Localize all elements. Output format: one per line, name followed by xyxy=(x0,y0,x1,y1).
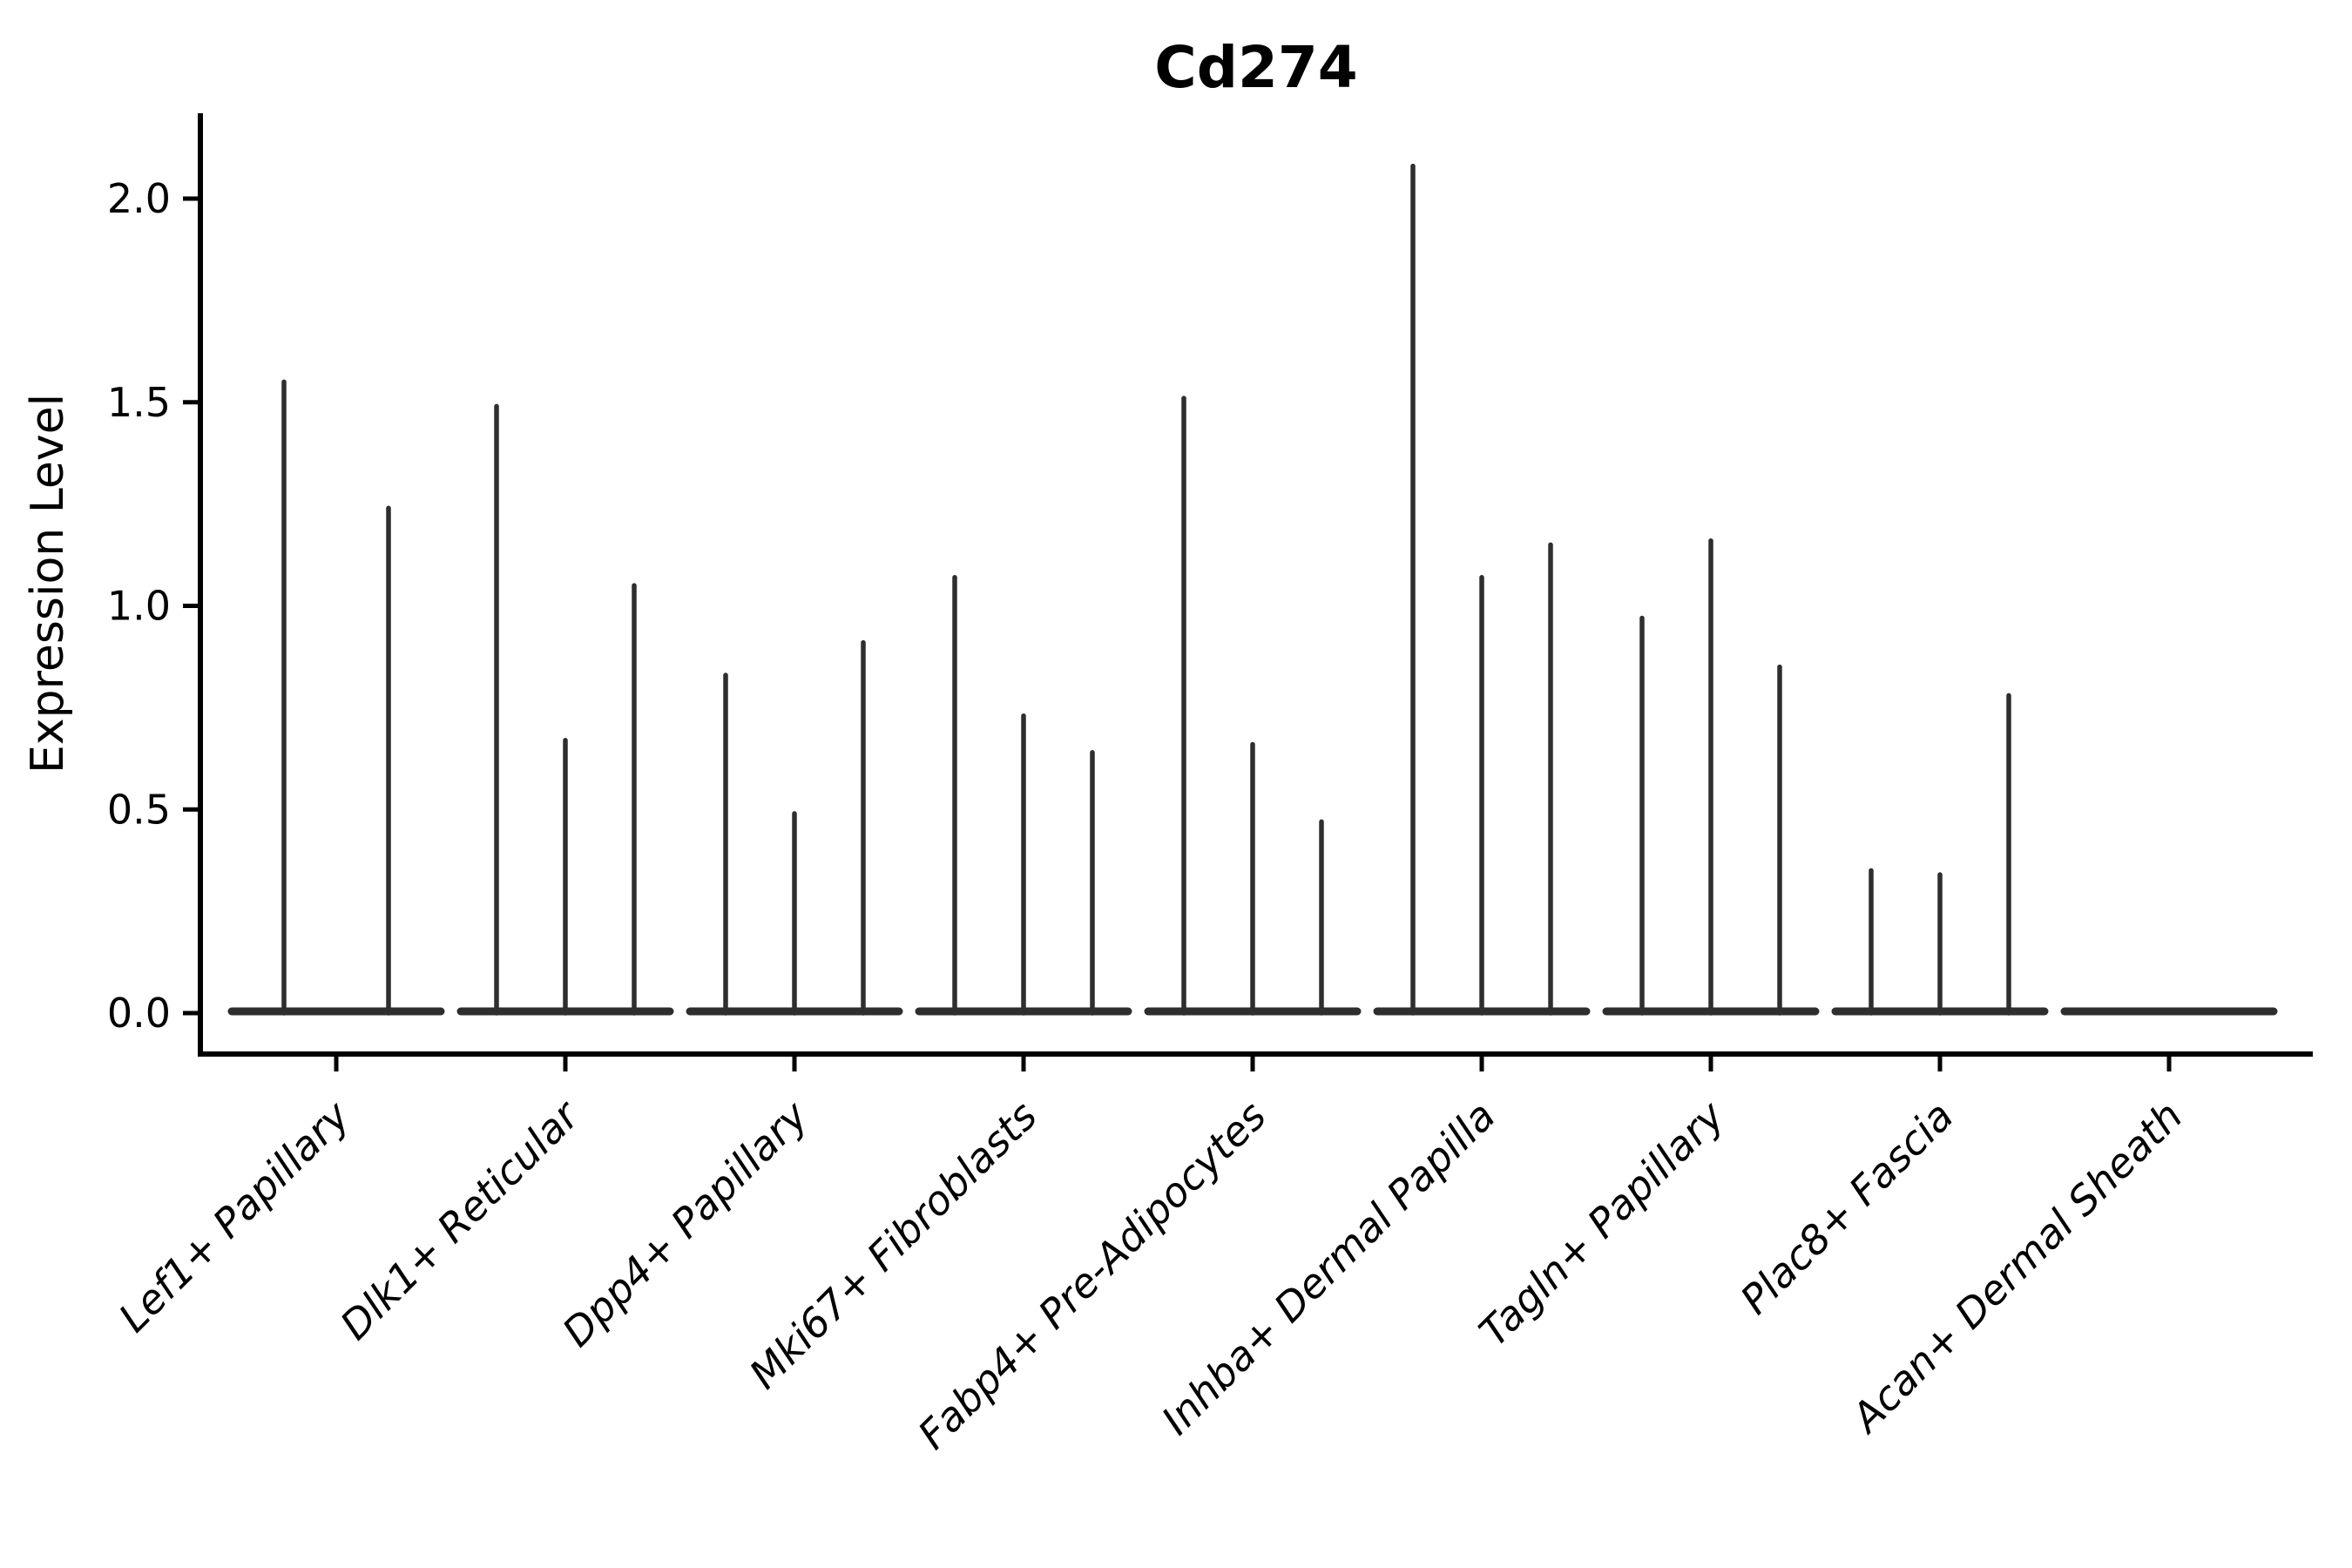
x-tick-label: Lef1+ Papillary xyxy=(110,1092,359,1341)
x-tick-label: Plac8+ Fascia xyxy=(1731,1092,1962,1323)
x-tick-label: Dlk1+ Reticular xyxy=(331,1090,590,1348)
y-axis-label: Expression Level xyxy=(22,394,74,774)
y-tick-label: 0.5 xyxy=(107,786,171,833)
y-tick-label: 2.0 xyxy=(107,175,171,222)
x-tick-label: Dpp4+ Papillary xyxy=(553,1092,817,1355)
x-tick-label: Tagln+ Papillary xyxy=(1470,1092,1734,1355)
violins-group xyxy=(227,163,2278,1016)
axes xyxy=(183,113,2313,1071)
y-tick-label: 1.0 xyxy=(107,583,171,630)
y-tick-label: 1.5 xyxy=(107,379,171,426)
y-tick-label: 0.0 xyxy=(107,990,171,1037)
chart-title: Cd274 xyxy=(1154,34,1357,101)
